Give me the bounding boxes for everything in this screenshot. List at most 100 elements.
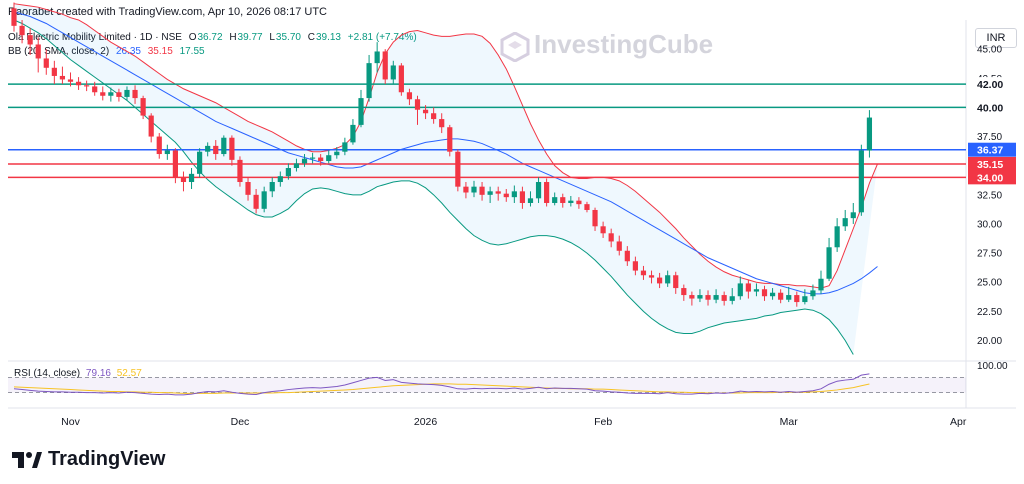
rsi-label[interactable]: RSI (14, close)	[14, 368, 81, 379]
open-label: O	[188, 32, 197, 43]
candle	[560, 197, 566, 203]
bb-upper-value: 35.15	[147, 46, 173, 57]
candle	[866, 117, 873, 151]
candle	[180, 177, 187, 183]
candle	[269, 182, 275, 192]
candle	[713, 295, 719, 300]
candle	[92, 86, 98, 93]
candle	[35, 44, 41, 59]
candle	[334, 151, 340, 156]
candle	[132, 89, 138, 99]
candle	[600, 226, 606, 234]
candle	[495, 191, 501, 194]
bb-upper-line	[13, 3, 878, 289]
candle	[301, 158, 308, 164]
rsi-value: 79.16	[85, 368, 111, 379]
candle	[59, 75, 66, 80]
candle	[148, 115, 154, 137]
candle	[592, 209, 598, 227]
candle	[568, 200, 574, 203]
tradingview-logo[interactable]: TradingView	[12, 448, 165, 471]
candle	[164, 150, 170, 155]
candle	[253, 194, 259, 209]
symbol-legend-row: Ola Electric Mobility Limited · 1D · NSE…	[8, 31, 418, 45]
candle	[261, 191, 267, 209]
candle	[624, 250, 630, 262]
candle	[11, 8, 17, 26]
candle	[729, 296, 735, 301]
candle	[697, 295, 703, 299]
candle	[665, 275, 671, 284]
x-tick-label: Apr	[950, 416, 967, 428]
candle	[769, 292, 776, 297]
y-tick-label: 32.50	[977, 190, 1002, 201]
y-tick-label: 20.00	[977, 336, 1002, 347]
level-tag-bg	[968, 170, 1016, 185]
candle	[705, 295, 711, 300]
low-label: L	[269, 32, 275, 43]
candle	[544, 182, 550, 203]
candle	[277, 176, 283, 183]
bb-label[interactable]: BB (20, SMA, close, 2)	[8, 46, 110, 57]
candle	[834, 226, 840, 248]
candle	[786, 295, 792, 300]
open-value: 36.72	[197, 32, 223, 43]
y-tick-label: 27.50	[977, 249, 1002, 260]
candle	[818, 278, 824, 291]
candle	[350, 124, 356, 143]
x-tick-label: Nov	[61, 416, 80, 428]
watermark: InvestingCube	[534, 29, 714, 59]
x-tick-label: Feb	[594, 416, 612, 428]
candle	[471, 186, 477, 193]
change-value: +2.81 (+7.74%)	[347, 32, 417, 43]
bb-basis-line	[13, 11, 878, 295]
candle	[309, 157, 316, 159]
candle	[116, 92, 122, 97]
candle	[366, 63, 372, 99]
currency-button[interactable]: INR	[975, 28, 1017, 48]
candle	[245, 182, 251, 195]
level-tag-4: 34.00	[968, 170, 1016, 185]
candle	[124, 89, 130, 97]
level-tag-2: 36.37	[968, 142, 1016, 157]
tradingview-wordmark: TradingView	[48, 448, 166, 470]
symbol-name[interactable]: Ola Electric Mobility Limited · 1D · NSE	[8, 32, 182, 43]
candle	[479, 186, 485, 195]
candle	[156, 136, 162, 155]
level-tag-3: 35.15	[968, 156, 1016, 171]
level-tag-1: 40.00	[968, 100, 1016, 115]
y-tick-label: 37.50	[977, 132, 1002, 143]
candle	[414, 99, 421, 110]
candle	[519, 191, 526, 203]
candle	[431, 113, 437, 120]
candle	[374, 51, 380, 64]
candle	[188, 173, 195, 183]
level-tag-label: 35.15	[977, 159, 1003, 171]
level-tag-bg	[968, 156, 1016, 171]
candle	[778, 292, 784, 300]
candle	[761, 289, 768, 297]
price-chart[interactable]: 45.0042.5040.0037.5035.0032.5030.0027.50…	[0, 0, 1024, 440]
candle	[140, 98, 146, 116]
candle	[342, 142, 348, 152]
candle	[172, 150, 178, 178]
candle	[527, 198, 534, 203]
bb-band-fill	[14, 3, 878, 355]
candle	[689, 295, 695, 299]
candle	[221, 137, 227, 155]
candle	[19, 25, 25, 36]
chart-header: Raorabet created with TradingView.com, A…	[8, 6, 327, 18]
candle	[27, 35, 33, 45]
candle	[318, 157, 324, 162]
candle	[326, 155, 332, 162]
candle	[745, 283, 751, 292]
candle	[616, 241, 622, 251]
candle	[552, 197, 558, 203]
candle	[358, 98, 364, 125]
candle	[487, 191, 493, 195]
level-tag-label: 34.00	[977, 172, 1003, 184]
high-value: 39.77	[237, 32, 263, 43]
x-tick-label: 2026	[414, 416, 438, 428]
candle	[584, 204, 590, 210]
candle	[43, 58, 49, 68]
